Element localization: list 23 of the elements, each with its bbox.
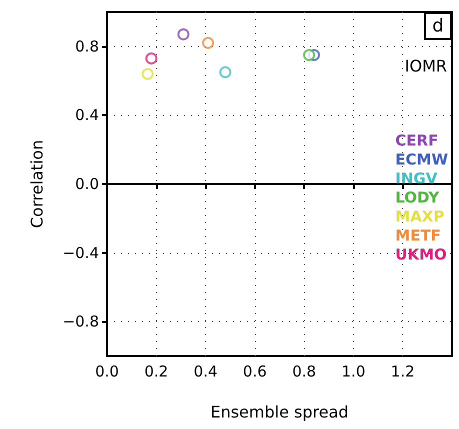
x-tick-label: 0.8: [292, 362, 316, 380]
x-tick-label: 0.2: [144, 362, 168, 380]
x-axis-title: Ensemble spread: [210, 402, 349, 422]
chart-title: d: [432, 16, 444, 36]
y-tick-label: 0.0: [75, 175, 99, 193]
x-tick-label: 0.6: [242, 362, 267, 380]
x-tick-label: 1.0: [342, 362, 366, 380]
text: LODY: [395, 188, 440, 206]
text: METF: [395, 226, 441, 244]
text: UKMO: [395, 246, 447, 264]
x-tick-label: 0.0: [95, 362, 119, 380]
y-tick-label: 0.8: [75, 37, 99, 56]
x-tick-label: 0.4: [194, 362, 218, 380]
x-tick-label: 1.2: [390, 362, 415, 380]
y-tick-label: −0.4: [62, 244, 99, 262]
text: CERF: [395, 132, 438, 150]
text: MAXP: [395, 208, 444, 226]
text: INGV: [395, 170, 438, 188]
text: ECMW: [395, 150, 448, 168]
y-axis-title: Correlation: [28, 140, 46, 228]
y-tick-label: −0.8: [62, 312, 99, 331]
y-tick-label: 0.4: [75, 106, 99, 124]
annotation: IOMR: [404, 56, 447, 76]
